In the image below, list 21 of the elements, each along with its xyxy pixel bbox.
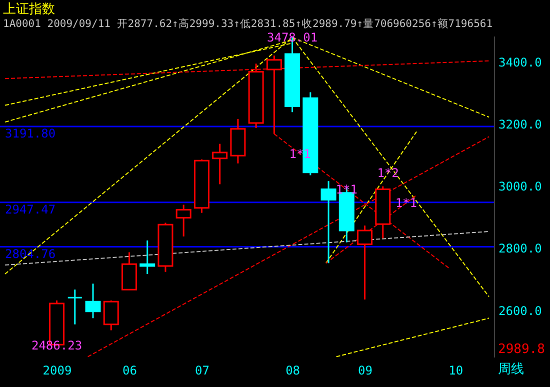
- annotation: 2486.23: [31, 338, 82, 353]
- y-tick-label: 3000.0: [498, 180, 542, 194]
- x-tick-label: 07: [194, 364, 210, 378]
- x-tick-label: 08: [286, 364, 300, 378]
- x-tick-label: 10: [448, 364, 464, 378]
- ref-line-label: 2947.47: [5, 202, 56, 216]
- x-tick-label: 2009: [42, 364, 72, 378]
- y-tick-label: 3400.0: [498, 55, 542, 70]
- x-tick-label: 06: [122, 364, 137, 378]
- x-tick-label: 09: [358, 364, 372, 378]
- y-tick-label: 3200.0: [498, 117, 542, 132]
- y-tick-label: 2800.0: [498, 242, 542, 256]
- y-tick-label: 2600.0: [498, 304, 542, 318]
- text: 周线: [498, 362, 524, 377]
- text: 2989.8: [498, 342, 545, 357]
- annotation: 3478.01: [267, 30, 318, 45]
- chart-title: 上证指数: [3, 1, 55, 16]
- ref-line-label: 2804.76: [5, 246, 56, 261]
- chart-subtitle: 1A0001 2009/09/11 开2877.62↑高2999.33↑低2831.85↑收2989.79↑量706960256↑额7196561: [3, 17, 493, 30]
- annotation: 1*2: [377, 166, 399, 180]
- ref-line-label: 3191.80: [5, 126, 56, 140]
